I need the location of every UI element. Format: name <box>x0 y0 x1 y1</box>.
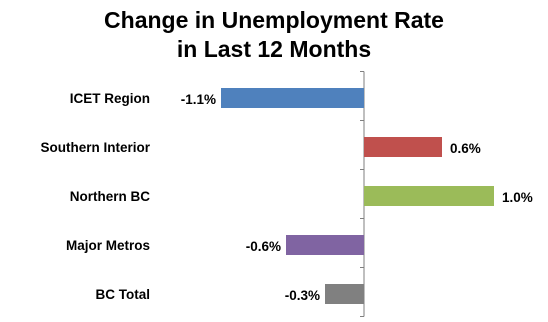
bar <box>221 88 364 108</box>
data-label: -1.1% <box>181 92 216 107</box>
data-label: -0.6% <box>246 239 281 254</box>
category-label: ICET Region <box>70 91 150 106</box>
category-label: Major Metros <box>66 238 150 253</box>
data-label: 0.6% <box>450 141 481 156</box>
chart-title-line-1: Change in Unemployment Rate <box>104 7 444 33</box>
bar <box>325 284 364 304</box>
bar <box>286 235 364 255</box>
category-label: Southern Interior <box>40 140 150 155</box>
category-label: BC Total <box>96 287 151 302</box>
chart-title: Change in Unemployment Rate in Last 12 M… <box>0 6 548 64</box>
bar <box>364 137 442 157</box>
data-label: -0.3% <box>285 288 320 303</box>
category-label: Northern BC <box>70 189 150 204</box>
bar <box>364 186 494 206</box>
chart-title-line-2: in Last 12 Months <box>176 36 372 62</box>
data-label: 1.0% <box>502 190 533 205</box>
